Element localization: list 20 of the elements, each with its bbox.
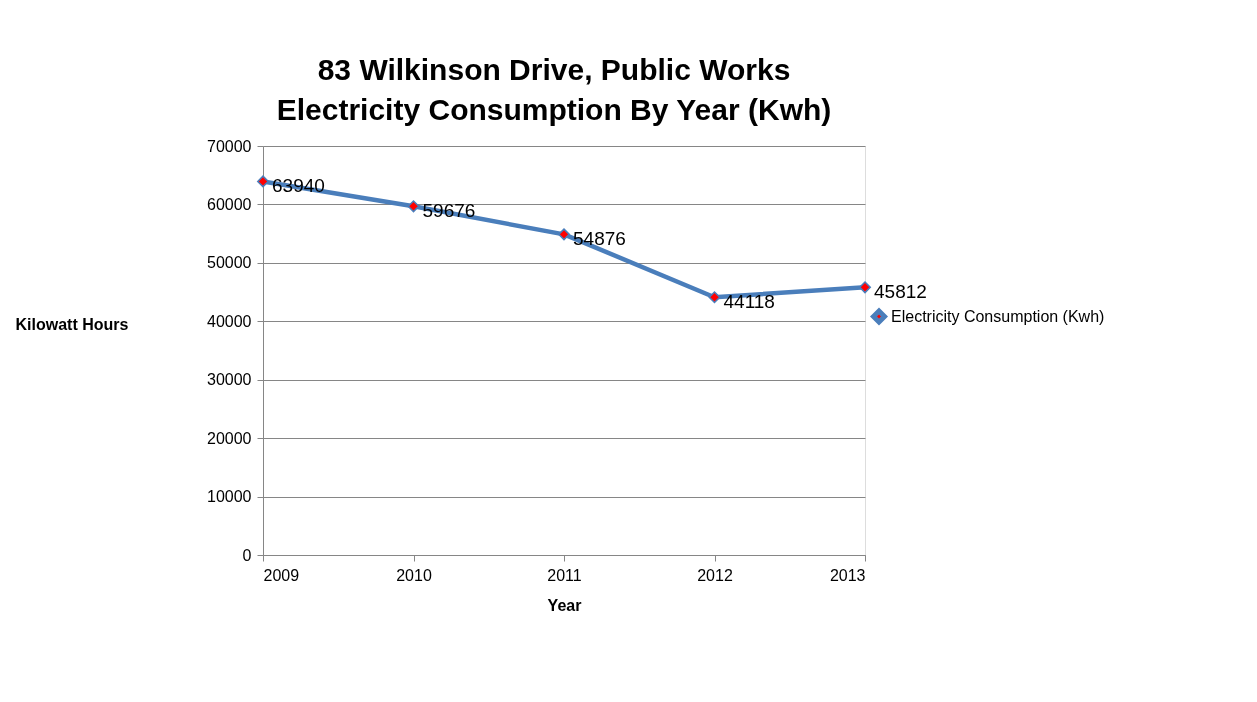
x-axis-title: Year — [547, 596, 582, 614]
x-tick-label: 2012 — [697, 566, 733, 584]
y-tick-label: 50000 — [207, 254, 252, 272]
y-tick-label: 10000 — [207, 488, 252, 506]
data-label: 45812 — [874, 281, 927, 303]
y-tick-label: 60000 — [207, 195, 252, 213]
x-tick-label: 2009 — [263, 566, 300, 584]
data-label: 44118 — [723, 291, 775, 313]
y-tick-label: 30000 — [207, 371, 252, 389]
y-tick-label: 0 — [242, 546, 252, 564]
legend-label: Electricity Consumption (Kwh) — [891, 307, 1105, 325]
y-tick-label: 70000 — [207, 137, 252, 155]
data-label: 54876 — [573, 228, 626, 250]
chart-title: 83 Wilkinson Drive, Public Works Electricity Consumption By Year (Kwh) — [276, 53, 832, 126]
y-tick-label: 20000 — [207, 429, 252, 447]
x-tick-label: 2011 — [547, 566, 582, 584]
y-axis-title: Kilowatt Hours — [15, 316, 129, 333]
y-tick-label: 40000 — [207, 312, 252, 330]
x-tick-label: 2013 — [829, 566, 866, 584]
x-tick-label: 2010 — [396, 566, 432, 584]
